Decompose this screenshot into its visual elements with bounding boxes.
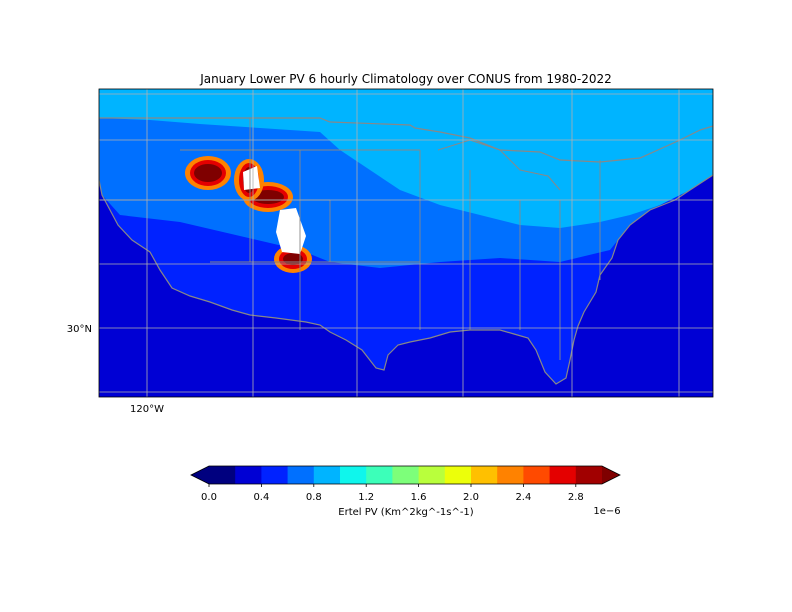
colorbar-offset: 1e−6: [593, 506, 620, 517]
masked-terrain: [243, 166, 306, 254]
pv-maximum: [194, 164, 222, 182]
colorbar-segment: [497, 466, 524, 484]
colorbar-label: Ertel PV (Km^2kg^-1s^-1): [338, 507, 473, 518]
colorbar-segment: [471, 466, 498, 484]
colorbar-tick-label: 0.4: [253, 492, 269, 503]
colorbar-tick-label: 2.4: [515, 492, 531, 503]
colorbar-segment: [340, 466, 367, 484]
lon-tick-120w: 120°W: [130, 404, 164, 415]
colorbar-segment: [549, 466, 577, 484]
colorbar-tick-label: 1.6: [411, 492, 427, 503]
country-border: [99, 117, 713, 385]
colorbar-extend-high: [602, 466, 620, 484]
map-frame: [98, 88, 714, 398]
map-panel: [99, 89, 713, 397]
colorbar-segment: [313, 466, 341, 484]
colorbar-tick-label: 1.2: [358, 492, 374, 503]
great-lakes-outline: [437, 139, 561, 191]
colorbar-segment: [235, 466, 262, 484]
colorbar-tick-label: 2.0: [463, 492, 479, 503]
land-plains: [99, 118, 713, 268]
colorbar-ticks: 0.0 0.4 0.8 1.2 1.6 2.0 2.4 2.8: [201, 484, 584, 503]
colorbar-tick-label: 2.8: [568, 492, 584, 503]
colorbar-segment: [444, 466, 472, 484]
colorbar-segment: [575, 466, 603, 484]
colorbar: [190, 465, 621, 485]
colorbar-segment: [392, 466, 420, 484]
colorbar-segment: [418, 466, 446, 484]
colorbar-segment: [523, 466, 551, 484]
colorbar-segment: [287, 466, 315, 484]
colorbar-segment: [261, 466, 289, 484]
map-tick-labels: 30°N 120°W: [67, 324, 164, 415]
colorbar-extend-low: [191, 466, 209, 484]
chart-title: January Lower PV 6 hourly Climatology ov…: [199, 72, 612, 86]
colorbar-segment: [209, 466, 236, 484]
colorbar-tick-label: 0.0: [201, 492, 217, 503]
colorbar-tick-label: 0.8: [306, 492, 322, 503]
colorbar-segment: [366, 466, 393, 484]
masked-region: [243, 166, 260, 190]
state-borders: [99, 117, 713, 385]
gridlines: [99, 89, 713, 397]
land-north: [99, 89, 713, 228]
masked-region: [276, 208, 306, 254]
lat-tick-30: 30°N: [67, 324, 92, 335]
